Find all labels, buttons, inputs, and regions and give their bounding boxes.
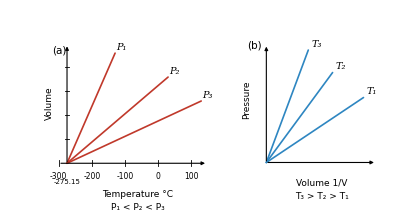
Text: Volume: Volume	[45, 87, 54, 120]
Text: T₃: T₃	[310, 40, 320, 49]
Text: P₂: P₂	[169, 67, 179, 76]
Text: Temperature °C: Temperature °C	[102, 190, 173, 199]
Text: Volume 1/V: Volume 1/V	[295, 179, 347, 188]
Text: -275.15: -275.15	[53, 179, 80, 185]
Text: -100: -100	[116, 172, 133, 181]
Text: (a): (a)	[52, 46, 66, 56]
Text: T₃ > T₂ > T₁: T₃ > T₂ > T₁	[294, 192, 348, 202]
Text: (b): (b)	[247, 40, 261, 50]
Text: T₂: T₂	[335, 62, 345, 71]
Text: P₁: P₁	[116, 43, 126, 52]
Text: 100: 100	[183, 172, 198, 181]
Text: P₃: P₃	[202, 91, 212, 100]
Text: -300: -300	[50, 172, 67, 181]
Text: T₁: T₁	[366, 87, 376, 96]
Text: Pressure: Pressure	[241, 81, 250, 119]
Text: P₁ < P₂ < P₃: P₁ < P₂ < P₃	[110, 203, 164, 212]
Text: 0: 0	[155, 172, 160, 181]
Text: -200: -200	[83, 172, 100, 181]
